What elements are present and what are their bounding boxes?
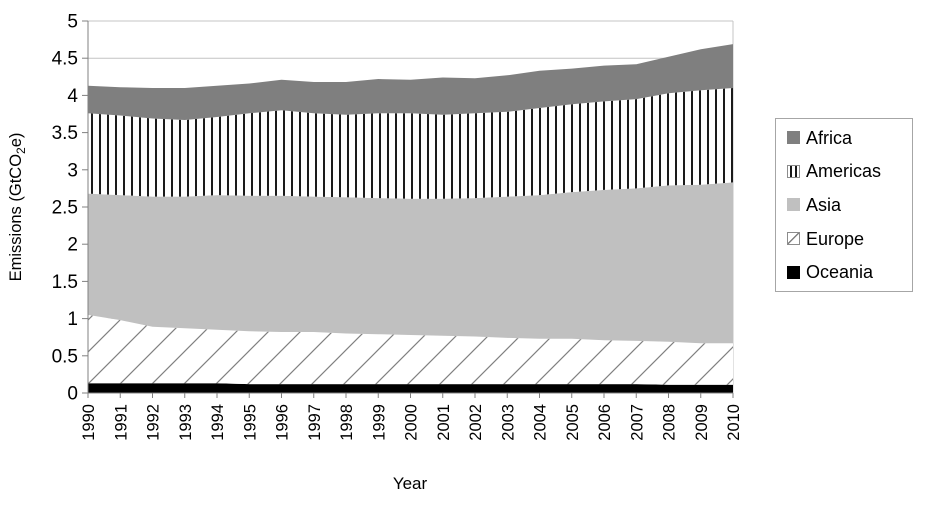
x-tick-label: 1992 — [145, 404, 163, 441]
x-tick-label: 2008 — [661, 404, 679, 441]
x-tick-label: 2006 — [596, 404, 614, 441]
y-tick-label: 1.5 — [52, 272, 78, 293]
africa-swatch-icon — [787, 131, 800, 145]
legend-label: Asia — [806, 194, 842, 215]
x-tick-label: 1990 — [80, 404, 98, 441]
x-tick-label: 1997 — [306, 404, 324, 441]
legend-item-europe: Europe — [787, 224, 912, 254]
legend-label: Americas — [806, 161, 882, 182]
y-tick-label: 5 — [67, 12, 78, 33]
americas-swatch-icon — [787, 164, 800, 178]
legend-item-americas: Americas — [787, 156, 912, 186]
legend-item-oceania: Oceania — [787, 257, 912, 287]
x-tick-label: 2010 — [725, 404, 743, 441]
legend-label: Africa — [806, 127, 853, 148]
plot-area: 0 0.5 1 1.5 2 2.5 3 3.5 4 4.5 5 1990 1991 1992 1993 199… — [52, 12, 743, 441]
x-tick-label: 1994 — [209, 404, 227, 441]
y-tick-label: 1 — [67, 309, 78, 330]
y-tick-label: 4 — [67, 86, 78, 107]
legend-item-africa: Africa — [787, 123, 912, 153]
legend-item-asia: Asia — [787, 190, 912, 220]
y-tick-label: 4.5 — [52, 49, 78, 70]
y-tick-label: 0.5 — [52, 346, 78, 367]
area-asia — [88, 182, 733, 344]
area-europe — [88, 314, 733, 385]
x-tick-label: 1998 — [338, 404, 356, 441]
x-tick-label: 1995 — [241, 404, 259, 441]
x-tick-label: 1996 — [274, 404, 292, 441]
area-americas — [88, 88, 733, 199]
asia-swatch-icon — [787, 198, 800, 212]
y-tick-label: 2.5 — [52, 198, 78, 219]
y-tick-label: 0 — [67, 384, 78, 405]
x-tick-label: 2002 — [467, 404, 485, 441]
x-tick-label: 1993 — [177, 404, 195, 441]
x-tick-label: 2009 — [693, 404, 711, 441]
x-tick-label: 2000 — [403, 404, 421, 441]
x-tick-label: 1999 — [370, 404, 388, 441]
y-tick-label: 3 — [67, 160, 78, 181]
y-tick-label: 2 — [67, 235, 78, 256]
legend-label: Europe — [806, 228, 865, 249]
y-tick-label: 3.5 — [52, 123, 78, 144]
legend-label: Oceania — [806, 262, 874, 283]
x-tick-label: 2005 — [564, 404, 582, 441]
y-axis-title: Emissions (GtCO2e) — [7, 133, 28, 282]
area-oceania — [88, 383, 733, 393]
x-axis-title: Year — [393, 474, 428, 493]
x-tick-label: 2003 — [499, 404, 517, 441]
europe-swatch-icon — [787, 232, 800, 246]
x-tick-label: 2007 — [628, 404, 646, 441]
legend: Africa Americas Asia Europe Oceania — [775, 118, 913, 292]
oceania-swatch-icon — [787, 265, 800, 279]
x-tick-label: 1991 — [112, 404, 130, 441]
area-africa — [88, 44, 733, 120]
x-tick-label: 2004 — [532, 404, 550, 441]
x-tick-label: 2001 — [435, 404, 453, 441]
